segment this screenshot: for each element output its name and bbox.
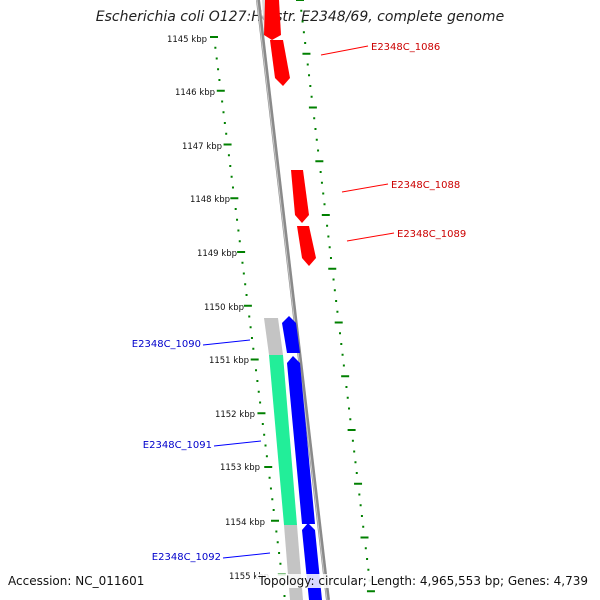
genome-title: Escherichia coli O127:H6 str. E2348/69, … — [95, 9, 505, 25]
ruler-label: 1154 kbp — [225, 518, 265, 528]
gene-arrow-E2348C_1087[interactable] — [291, 170, 309, 223]
accession-text: Accession: NC_011601 — [8, 574, 145, 588]
kbp-ruler: 1145 kbp 1146 kbp 1147 kbp 1148 kbp 1149… — [167, 35, 269, 582]
ruler-label: 1155 kbp — [229, 572, 269, 582]
gc-track-grey-segment — [264, 318, 283, 355]
ruler-label: 1151 kbp — [209, 356, 249, 366]
gene-label-E2348C_1090[interactable]: E2348C_1090 — [132, 339, 201, 350]
genome-backbone-highlight — [256, 0, 328, 600]
gene-label-E2348C_1088[interactable]: E2348C_1088 — [391, 180, 460, 191]
genome-backbone — [256, 0, 330, 600]
gene-label-E2348C_1091[interactable]: E2348C_1091 — [143, 440, 212, 451]
gene-label-E2348C_1089[interactable]: E2348C_1089 — [397, 229, 466, 240]
inner-tick-track — [210, 36, 286, 597]
gene-label-leaders — [202, 45, 395, 559]
ruler-label: 1147 kbp — [182, 142, 222, 152]
outer-tick-track — [296, 0, 375, 593]
gene-arrow-E2348C_1090[interactable] — [282, 316, 300, 353]
ruler-label: 1148 kbp — [190, 195, 230, 205]
gc-track-grey-segment — [284, 525, 303, 600]
gene-label-E2348C_1086[interactable]: E2348C_1086 — [371, 42, 440, 53]
gc-skew-segment — [269, 355, 297, 525]
ruler-label: 1152 kbp — [215, 410, 255, 420]
gene-arrow-E2348C_1086[interactable] — [270, 40, 290, 86]
ruler-label: 1149 kbp — [197, 249, 237, 259]
genome-summary: Topology: circular; Length: 4,965,553 bp… — [256, 574, 590, 588]
gene-arrow-E2348C_1089[interactable] — [297, 226, 316, 266]
gene-label-E2348C_1092[interactable]: E2348C_1092 — [152, 552, 221, 563]
gene-forward-top[interactable] — [264, 0, 281, 40]
ruler-label: 1153 kbp — [220, 463, 260, 473]
ruler-label: 1146 kbp — [175, 88, 215, 98]
ruler-label: 1145 kbp — [167, 35, 207, 45]
ruler-label: 1150 kbp — [204, 303, 244, 313]
gene-arrow-E2348C_1091[interactable] — [287, 356, 315, 524]
